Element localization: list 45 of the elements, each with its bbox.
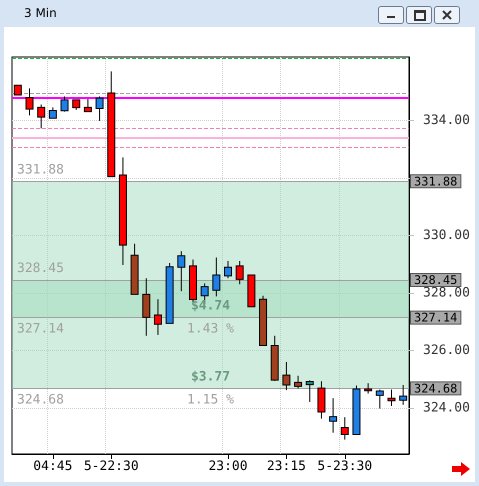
- annotation: 331.88: [17, 162, 64, 178]
- annotation: 1.43 %: [187, 322, 234, 337]
- x-tick-label: 04:45: [33, 459, 72, 474]
- y-tick-label: 326.00: [423, 342, 470, 358]
- candlestick: [84, 98, 92, 112]
- candlestick: [317, 380, 326, 420]
- candlestick: [376, 389, 384, 410]
- candlestick: [37, 104, 46, 129]
- annotation: $4.74: [190, 298, 230, 314]
- annotation: 1.15 %: [187, 392, 234, 408]
- candlestick: [340, 416, 349, 440]
- candlestick: [282, 361, 290, 391]
- candlestick: [72, 99, 80, 110]
- chart-title: 3 Min: [24, 6, 57, 20]
- annotation: 324.68: [17, 392, 64, 408]
- candlestick: [306, 380, 314, 402]
- candlestick: [224, 260, 232, 279]
- ref-line-label: 331.88: [414, 174, 458, 188]
- candlestick: [236, 260, 244, 285]
- candlestick: [294, 375, 302, 389]
- ref-line-label: 327.14: [414, 310, 458, 325]
- x-tick-label: 23:15: [266, 459, 306, 474]
- candlestick: [329, 398, 338, 434]
- x-tick-label: 23:00: [208, 459, 248, 474]
- annotation: 328.45: [17, 260, 64, 276]
- annotation: $3.77: [190, 369, 230, 384]
- ref-line-label: 324.68: [414, 381, 458, 396]
- x-tick-label: 5-23:30: [317, 459, 372, 474]
- y-tick-label: 328.00: [423, 285, 470, 300]
- y-tick-label: 334.00: [423, 112, 470, 128]
- y-tick-label: 324.00: [423, 400, 470, 416]
- candlestick: [212, 257, 220, 297]
- ref-line-label: 328.45: [414, 272, 458, 287]
- candlestick: [177, 250, 186, 292]
- annotation: 327.14: [17, 322, 64, 337]
- candlestick: [387, 389, 396, 406]
- candlestick: [48, 106, 57, 119]
- candlestick: [26, 88, 34, 116]
- x-tick-label: 5-22:30: [84, 459, 139, 474]
- y-tick-label: 330.00: [423, 228, 470, 243]
- candlestick: [96, 96, 104, 122]
- candlestick: [364, 382, 372, 394]
- candlestick: [142, 278, 150, 336]
- candlestick: [154, 298, 162, 336]
- candlestick: [60, 96, 69, 112]
